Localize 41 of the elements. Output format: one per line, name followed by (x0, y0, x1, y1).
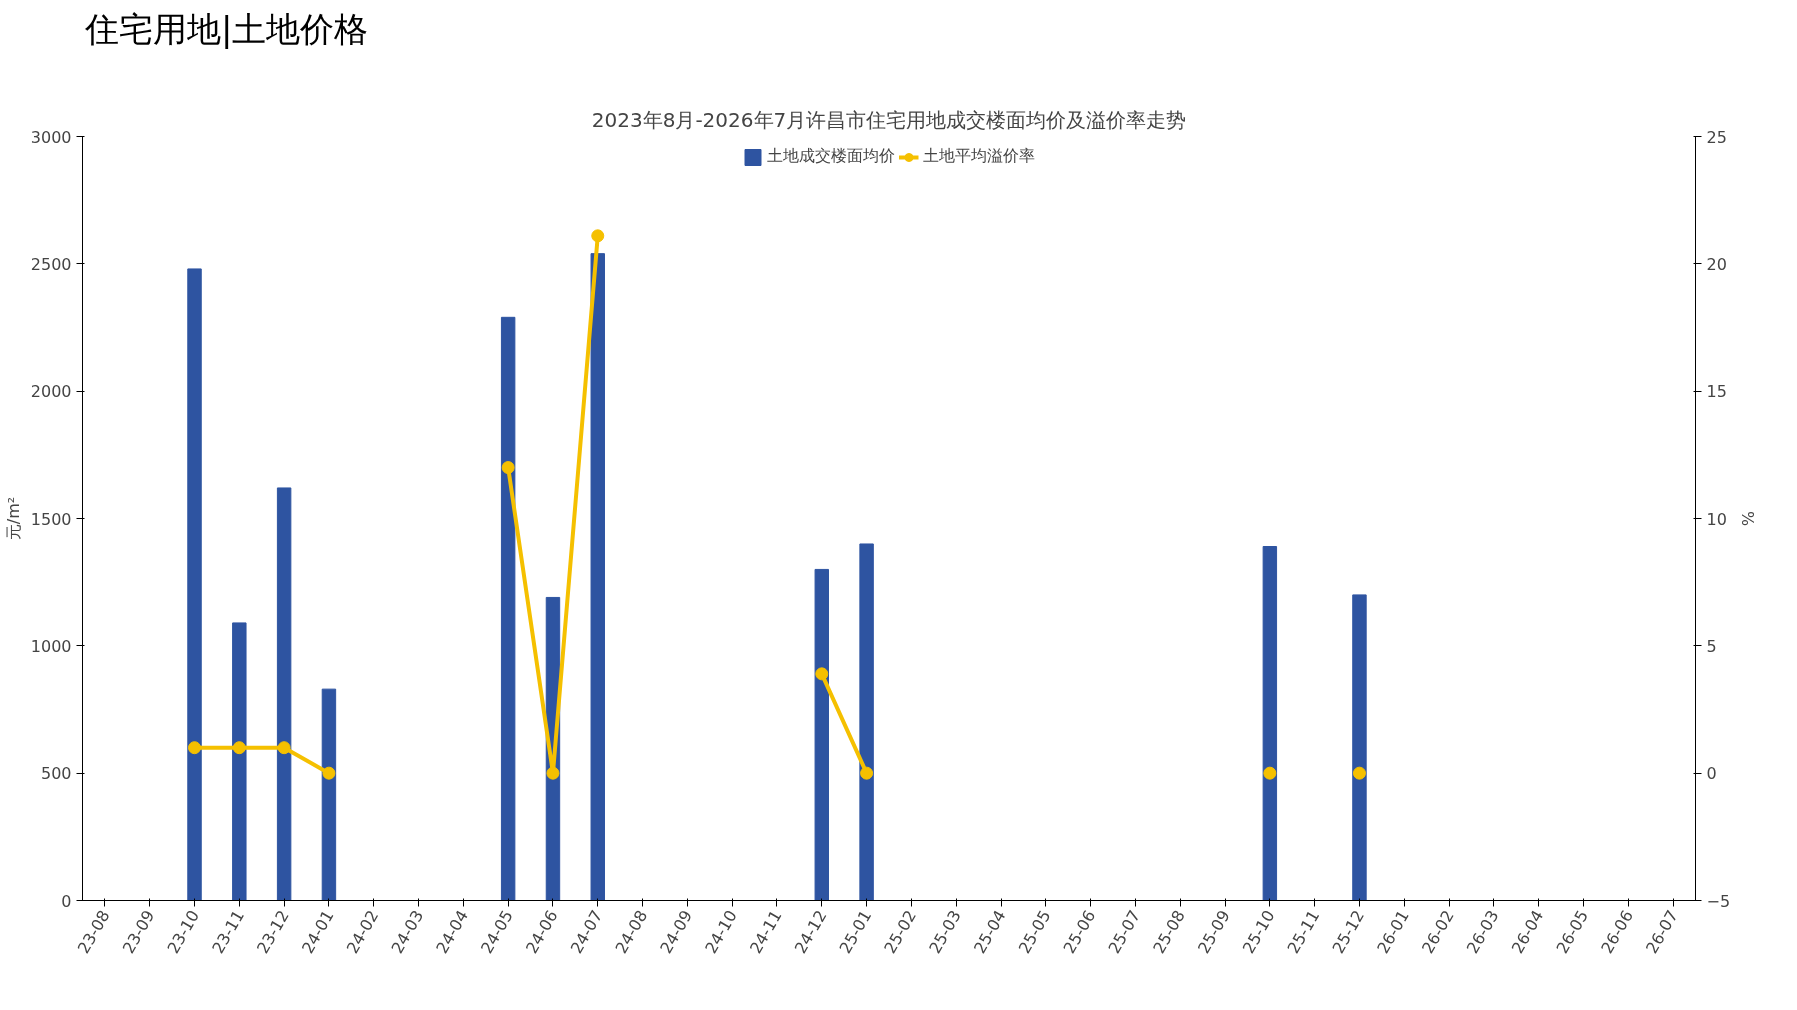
y2-tick-label: −5 (1706, 891, 1731, 911)
bar (1262, 546, 1278, 901)
legend-label: 土地成交楼面均价 (767, 146, 895, 167)
point (232, 741, 246, 755)
y-tick-label: 0 (61, 891, 72, 911)
point (188, 741, 202, 755)
y2-tick-label: 15 (1706, 382, 1727, 402)
bar (187, 268, 202, 901)
y2-tick-label: 20 (1706, 254, 1727, 274)
legend-label: 土地平均溢价率 (923, 146, 1035, 167)
bar (590, 253, 605, 901)
y2-tick-label: 5 (1706, 636, 1717, 656)
point (860, 766, 874, 780)
bar (232, 622, 247, 901)
bar (500, 316, 516, 901)
bar (276, 487, 292, 901)
y2-axis-title: % (1738, 510, 1758, 527)
bar (814, 568, 830, 901)
point (591, 229, 605, 243)
point (277, 741, 291, 755)
y-tick-label: 500 (40, 764, 72, 784)
chart-subtitle: 2023年8月-2026年7月许昌市住宅用地成交楼面均价及溢价率走势 (591, 107, 1187, 132)
point (1352, 766, 1366, 780)
point (546, 766, 560, 780)
y2-tick-label: 0 (1706, 764, 1717, 784)
y-tick-label: 2000 (30, 382, 72, 402)
point (501, 461, 515, 475)
bar (859, 543, 874, 901)
chart-title: 住宅用地|土地价格 (85, 8, 369, 51)
point (815, 667, 829, 681)
y-tick-label: 1500 (30, 509, 72, 529)
bar (321, 688, 337, 901)
y2-tick-label: 25 (1706, 127, 1727, 147)
y-tick-label: 3000 (30, 127, 72, 147)
point (322, 766, 336, 780)
point (1263, 766, 1277, 780)
y2-tick-label: 10 (1706, 509, 1727, 529)
y-tick-label: 2500 (30, 254, 72, 274)
y-axis-title: 元/m² (3, 496, 23, 541)
y-tick-label: 1000 (30, 636, 72, 656)
bar (1352, 594, 1367, 901)
